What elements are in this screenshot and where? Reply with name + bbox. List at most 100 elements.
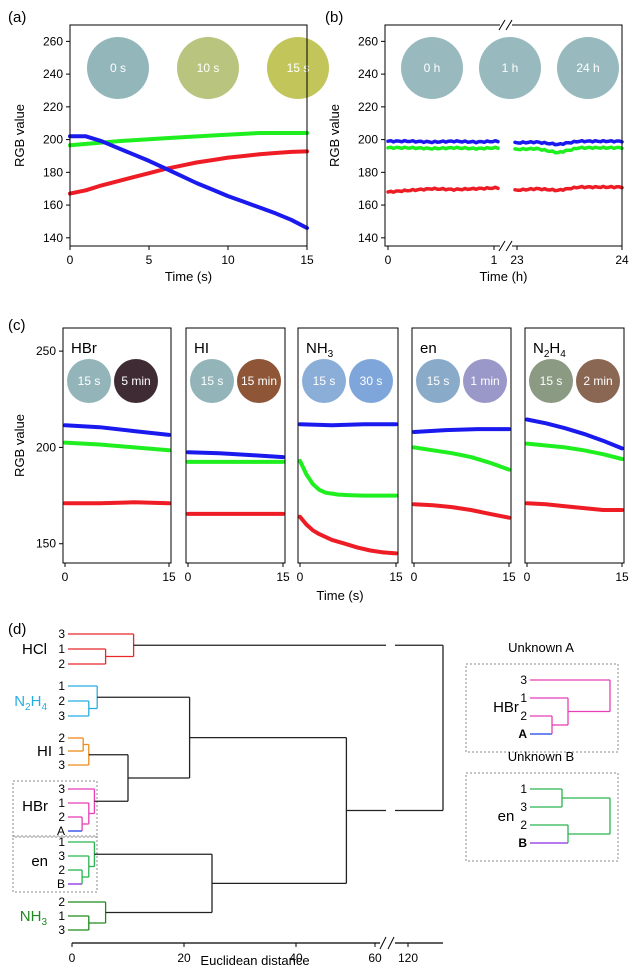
panel-b-break-mark [505, 240, 513, 252]
panel-a-ylabel: RGB value [12, 104, 27, 167]
panel-b-swatch-0-label: 0 h [424, 61, 441, 75]
dendro-leaf-HBr-2: 2 [58, 810, 65, 824]
panel-c-ytick-label: 150 [36, 537, 56, 551]
panel-c-xtick-label: 15 [276, 570, 290, 584]
panel-a-swatch-0-label: 0 s [110, 61, 126, 75]
panel-c-subplot-4-swatch-0-circle [529, 359, 573, 403]
dendro-leaf-NH3-2: 2 [58, 895, 65, 909]
inset-1-leaf-2: 2 [520, 818, 527, 832]
panel-b-xtick-label: 24 [615, 253, 629, 267]
panel-c-subplot-0: HBr 15 s 5 min 0 15 150 200 250 [36, 327, 176, 584]
panel-a-ytick-label: 220 [43, 100, 63, 114]
panel-a-swatch-2-label: 15 s [287, 61, 310, 75]
panel-b-ylabel: RGB value [327, 104, 342, 167]
dendro-leaf-HI-2: 2 [58, 731, 65, 745]
panel-c-subplot-3-series-red [412, 502, 511, 520]
panel-c-xtick-label: 0 [62, 570, 69, 584]
panel-b-seg0-series-green [386, 145, 500, 151]
dendro-leaf-N2H4-1: 1 [58, 679, 65, 693]
dendro-xtick-label: 120 [398, 951, 418, 965]
panel-a: (a) 0 s 10 s 15 s 140 160 180 200 220 240 260 0 5 10 1… [8, 9, 329, 284]
dendro-leaf-en-2: 2 [58, 863, 65, 877]
panel-a-xtick-label: 0 [67, 253, 74, 267]
panel-c-xtick-label: 0 [185, 570, 192, 584]
inset-0-leaf-A: A [518, 727, 527, 741]
panel-b-ytick-label: 260 [358, 34, 378, 48]
panel-b-seg1-series-blue [513, 138, 624, 147]
panel-c-subplot-4: N2H4 15 s 2 min 0 15 [524, 327, 629, 584]
dendro-axis-break [387, 936, 395, 950]
panel-b-ytick-label: 180 [358, 165, 378, 179]
panel-b-swatch-0-circle [401, 37, 463, 99]
panel-b-seg1-series-green [513, 145, 624, 155]
inset-1-leaf-1: 1 [520, 782, 527, 796]
panel-c-subplot-2-swatch-1-label: 30 s [360, 374, 383, 388]
dendro-axis-break [379, 936, 387, 950]
panel-c-subplot-3-swatch-1-circle [463, 359, 507, 403]
inset-0-group-label: HBr [493, 699, 519, 716]
panel-a-ytick-label: 160 [43, 198, 63, 212]
panel-c-ytick-label: 200 [36, 440, 56, 454]
panel-a-series-red [68, 149, 309, 196]
panel-c-subplot-3-swatch-0-circle [416, 359, 460, 403]
inset-1-leaf-B: B [518, 836, 527, 850]
panel-c-subplot-1-swatch-0-circle [190, 359, 234, 403]
panel-d-label: (d) [8, 621, 26, 638]
dendro-leaf-HBr-A: A [57, 824, 65, 838]
panel-c-subplot-3-series-blue [412, 427, 511, 434]
panel-a-series-blue [68, 134, 309, 230]
dendro-leaf-N2H4-3: 3 [58, 709, 65, 723]
panel-c-subplot-title: HBr [71, 340, 97, 357]
panel-c-xtick-label: 0 [297, 570, 304, 584]
panel-a-ytick-label: 200 [43, 133, 63, 147]
panel-c-subplot-2-series-green [298, 458, 398, 498]
panel-c-subplot-2-swatch-0-circle [302, 359, 346, 403]
dendro-leaf-HI-1: 1 [58, 744, 65, 758]
panel-a-swatch-1-label: 10 s [197, 61, 220, 75]
panel-b-swatch-2-circle [557, 37, 619, 99]
panel-c-xtick-label: 15 [389, 570, 403, 584]
panel-a-frame [69, 24, 308, 247]
panel-c-xtick-label: 15 [162, 570, 176, 584]
dendro-cluster-label-HCl: HCl [22, 641, 47, 658]
inset-0-leaf-2: 2 [520, 709, 527, 723]
dendro-leaf-en-B: B [57, 877, 65, 891]
dendro-leaf-NH3-3: 3 [58, 923, 65, 937]
dendro-leaf-HCl-1: 1 [58, 642, 65, 656]
panel-b-break-mask [500, 19, 512, 31]
panel-c-subplot-3-series-green [412, 445, 511, 472]
panel-b-ytick-label: 140 [358, 231, 378, 245]
dendro-leaf-NH3-1: 1 [58, 909, 65, 923]
panel-a-swatch-0-circle [87, 37, 149, 99]
dendro-leaf-HBr-3: 3 [58, 782, 65, 796]
panel-c-subplot-1-series-blue [186, 450, 285, 460]
panel-a-swatch-1-circle [177, 37, 239, 99]
panel-b-break-mask [500, 240, 512, 252]
dendro-cluster-label-en: en [31, 853, 48, 870]
panel-c-xtick-label: 0 [411, 570, 418, 584]
panel-b-xtick-label: 0 [385, 253, 392, 267]
inset-0-box [465, 663, 619, 753]
dendro-box-hbr [12, 780, 98, 838]
panel-a-xtick-label: 5 [146, 253, 153, 267]
panel-a-xlabel: Time (s) [165, 269, 212, 284]
panel-c-subplot-frame [411, 327, 512, 564]
panel-c-subplot-4-series-red [525, 501, 624, 512]
inset-1-leaf-3: 3 [520, 800, 527, 814]
panel-a-ytick-label: 260 [43, 34, 63, 48]
panel-c-subplot-3: en 15 s 1 min 0 15 [411, 327, 516, 584]
inset-0-title: Unknown A [508, 640, 574, 655]
panel-a-label: (a) [8, 9, 26, 26]
dendro-xlabel: Euclidean distance [200, 953, 309, 968]
panel-b-xtick-label: 1 [491, 253, 498, 267]
panel-b-break-mark [498, 19, 506, 31]
dendro-cluster-label-NH3: NH3 [20, 908, 48, 928]
panel-c-subplot-title: en [420, 340, 437, 357]
panel-c-subplot-frame [297, 327, 399, 564]
dendro-xtick-label: 60 [368, 951, 382, 965]
dendro-xtick-label: 20 [177, 951, 191, 965]
dendro-cluster-label-N2H4: N2H4 [14, 693, 47, 713]
panel-a-swatch-2-circle [267, 37, 329, 99]
